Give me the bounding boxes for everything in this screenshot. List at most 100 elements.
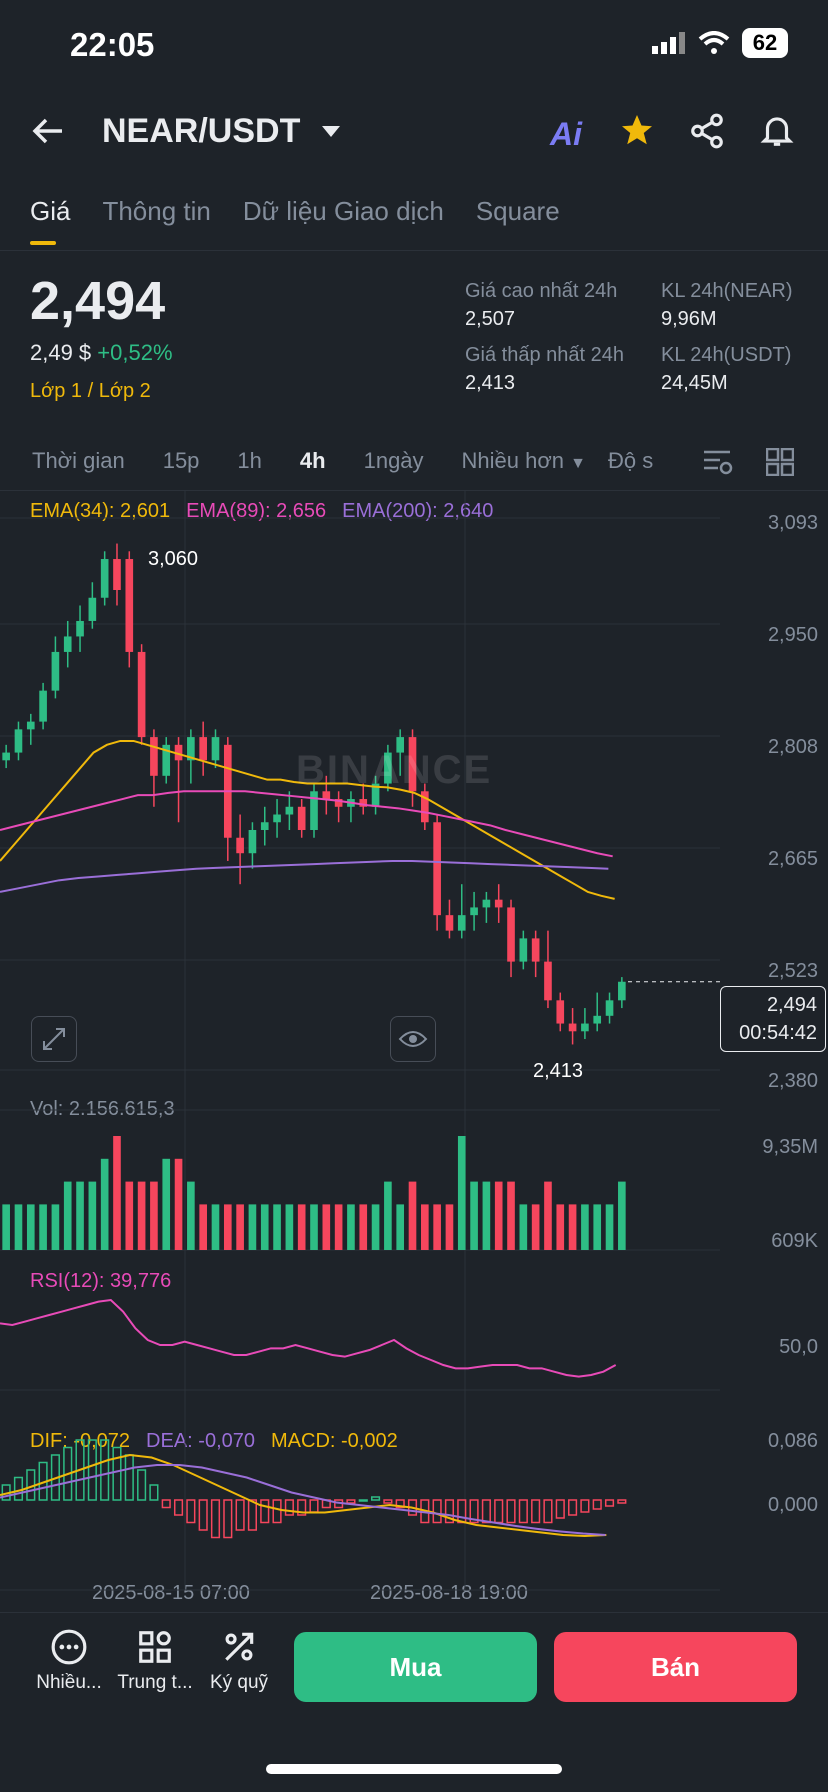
fullscreen-button[interactable] bbox=[31, 1016, 77, 1062]
tab-price[interactable]: Giá bbox=[30, 196, 71, 245]
macd-hist-bar bbox=[518, 1499, 528, 1524]
volume-bar bbox=[371, 1204, 380, 1250]
vol-near-value: 9,96M bbox=[661, 308, 717, 330]
ema34-line bbox=[0, 739, 615, 900]
volume-bar bbox=[421, 1204, 429, 1250]
volume-bar bbox=[285, 1204, 294, 1250]
expand-icon bbox=[43, 1028, 65, 1050]
volume-bar bbox=[297, 1204, 306, 1250]
price-chart[interactable] bbox=[0, 490, 720, 1610]
interval-4h[interactable]: 4h bbox=[299, 448, 326, 473]
candle-body bbox=[150, 737, 158, 776]
time-axis-tick: 2025-08-15 07:00 bbox=[92, 1582, 250, 1604]
volume-bar bbox=[187, 1181, 195, 1250]
interval-15m[interactable]: 15p bbox=[162, 448, 200, 473]
volume-bar bbox=[137, 1181, 146, 1250]
candle-body bbox=[470, 907, 478, 916]
volume-bar bbox=[26, 1204, 35, 1250]
volume-bar bbox=[162, 1158, 171, 1250]
macd-hist-bar bbox=[580, 1499, 590, 1513]
volume-bar bbox=[359, 1204, 368, 1250]
candle-body bbox=[63, 636, 72, 652]
candle-body bbox=[334, 799, 343, 807]
candle-body bbox=[14, 729, 23, 753]
sell-button[interactable]: Bán bbox=[554, 1632, 797, 1702]
tab-info[interactable]: Thông tin bbox=[102, 196, 211, 226]
candle-body bbox=[2, 752, 10, 761]
last-price: 2,494 bbox=[30, 271, 166, 331]
interval-more[interactable]: Nhiều hơn ▼ bbox=[462, 448, 586, 474]
change-percent: +0,52% bbox=[97, 340, 173, 365]
volume-bar bbox=[2, 1204, 10, 1250]
macd-hist-bar bbox=[272, 1499, 282, 1524]
macd-hist-bar bbox=[13, 1476, 24, 1501]
star-icon[interactable] bbox=[618, 112, 656, 148]
watermark: BINANCE bbox=[296, 748, 493, 792]
ema200-label: EMA(200): 2,640 bbox=[342, 500, 494, 522]
page-tabs: Giá Thông tin Dữ liệu Giao dịch Square bbox=[30, 196, 560, 245]
volume-bar bbox=[236, 1204, 244, 1250]
indicator-settings-icon[interactable] bbox=[702, 448, 734, 476]
candle-body bbox=[285, 806, 294, 815]
share-icon[interactable] bbox=[688, 112, 726, 150]
dea-label: DEA: -0,070 bbox=[146, 1430, 255, 1452]
interval-time[interactable]: Thời gian bbox=[32, 448, 125, 473]
volume-bar bbox=[310, 1204, 318, 1250]
interval-1h[interactable]: 1h bbox=[237, 448, 262, 473]
candle-body bbox=[39, 690, 47, 722]
volume-bar bbox=[125, 1181, 134, 1250]
candle-body bbox=[618, 981, 626, 1001]
macd-hist-bar bbox=[371, 1496, 381, 1501]
interval-1d[interactable]: 1ngày bbox=[363, 448, 424, 473]
volume-bar bbox=[593, 1204, 602, 1250]
candle-body bbox=[605, 1000, 614, 1016]
candle-body bbox=[482, 899, 491, 908]
candle-body bbox=[88, 597, 97, 621]
candle-body bbox=[76, 620, 84, 637]
chevron-down-icon[interactable] bbox=[320, 124, 342, 140]
candle-body bbox=[371, 783, 380, 807]
macd-hist-bar bbox=[543, 1499, 553, 1524]
time-axis-tick: 2025-08-18 19:00 bbox=[370, 1582, 528, 1604]
tab-square[interactable]: Square bbox=[475, 196, 560, 226]
volume-bar bbox=[519, 1204, 528, 1250]
signal-icon bbox=[652, 32, 685, 54]
buy-button[interactable]: Mua bbox=[294, 1632, 537, 1702]
layer-tag[interactable]: Lớp 1 / Lớp 2 bbox=[30, 380, 151, 402]
tab-trading-data[interactable]: Dữ liệu Giao dịch bbox=[242, 196, 444, 226]
volume-bar bbox=[260, 1204, 269, 1250]
macd-hist-bar bbox=[469, 1499, 479, 1524]
center-label: Trung t... bbox=[117, 1672, 193, 1693]
pair-title[interactable]: NEAR/USDT bbox=[102, 112, 301, 150]
macd-hist-bar bbox=[100, 1439, 110, 1501]
margin-menu[interactable]: Ký quỹ bbox=[196, 1628, 282, 1694]
macd-hist-bar bbox=[457, 1499, 467, 1524]
wifi-icon bbox=[698, 31, 730, 54]
back-arrow-icon[interactable] bbox=[32, 116, 68, 146]
usd-price: 2,49 $ +0,52% bbox=[30, 340, 173, 366]
candle-body bbox=[187, 737, 195, 761]
volume-bar bbox=[39, 1204, 47, 1250]
macd-legend: DIF: -0,072 DEA: -0,070 MACD: -0,002 bbox=[30, 1430, 398, 1453]
tabs-divider bbox=[0, 250, 828, 251]
bell-icon[interactable] bbox=[758, 110, 796, 150]
candle-body bbox=[125, 559, 134, 652]
ai-icon[interactable]: Ai bbox=[550, 116, 582, 152]
interval-bar: Thời gian 15p 1h 4h 1ngày Nhiều hơn ▼ Độ… bbox=[32, 448, 653, 474]
candle-body bbox=[556, 1000, 565, 1024]
volume-bar bbox=[199, 1204, 207, 1250]
rsi-axis-tick: 50,0 bbox=[779, 1336, 818, 1358]
candle-body bbox=[174, 744, 183, 761]
visibility-button[interactable] bbox=[390, 1016, 436, 1062]
macd-hist-bar bbox=[568, 1499, 578, 1516]
volume-bar bbox=[223, 1204, 232, 1250]
more-menu[interactable]: Nhiều... bbox=[26, 1628, 112, 1694]
center-menu[interactable]: Trung t... bbox=[112, 1628, 198, 1694]
interval-depth[interactable]: Độ s bbox=[608, 448, 654, 473]
intervals-divider bbox=[0, 490, 828, 491]
candle-body bbox=[519, 938, 528, 962]
macd-hist-bar bbox=[149, 1484, 159, 1501]
candle-body bbox=[433, 822, 441, 916]
grid-layout-icon[interactable] bbox=[766, 448, 794, 476]
price-axis-tick: 2,950 bbox=[767, 624, 818, 646]
